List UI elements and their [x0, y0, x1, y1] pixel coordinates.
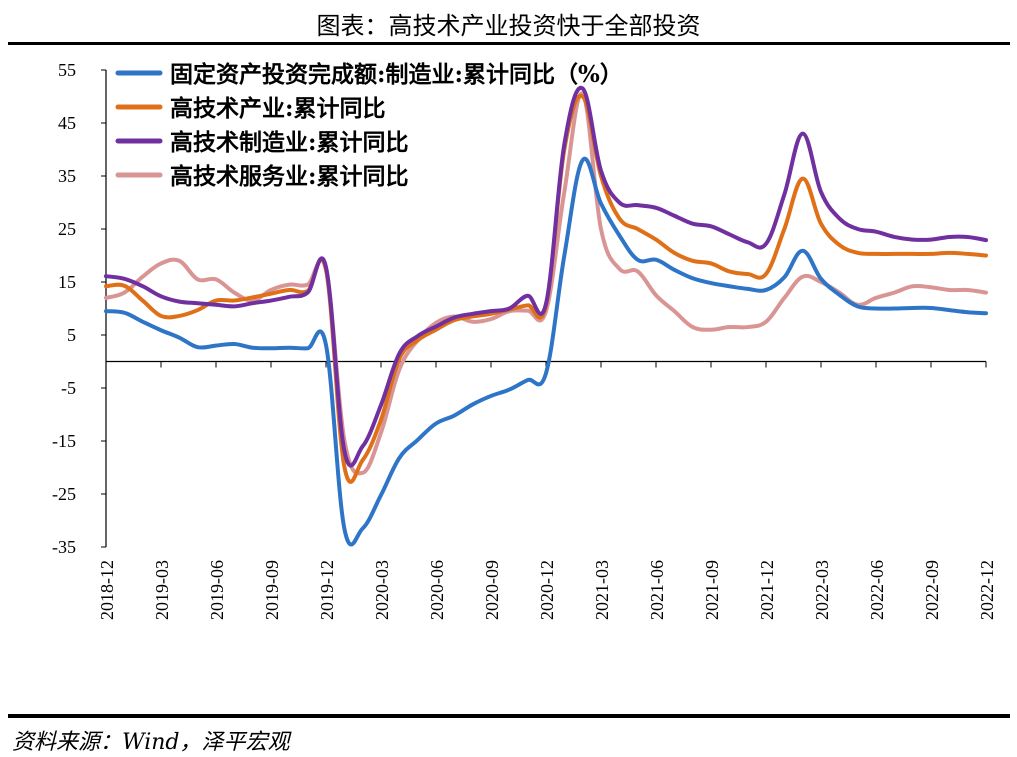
x-tick-label: 2021-06 [647, 560, 667, 620]
x-tick-label: 2019-09 [262, 560, 282, 620]
y-tick-label: 25 [58, 219, 76, 239]
x-tick-label: 2020-06 [427, 560, 447, 620]
y-tick-label: -35 [52, 537, 76, 557]
x-tick-label: 2020-03 [372, 560, 392, 620]
x-tick-label: 2019-12 [317, 560, 337, 620]
y-tick-label: -15 [52, 431, 76, 451]
plot-axes: 55 45 35 25 15 5 -5 -15 -25 -35 2018-12 2019-03 2019… [52, 60, 997, 620]
x-tick-label: 2021-03 [592, 560, 612, 620]
chart-title: 图表：高技术产业投资快于全部投资 [316, 12, 701, 40]
x-tick-label: 2021-09 [702, 560, 722, 620]
legend-label-0: 固定资产投资完成额:制造业:累计同比（%） [170, 61, 623, 88]
x-tick-label: 2019-03 [152, 560, 172, 620]
x-tick-label: 2022-03 [812, 560, 832, 620]
x-tick-label: 2020-09 [482, 560, 502, 620]
legend-label-1: 高技术产业:累计同比 [170, 95, 386, 122]
y-tick-label: -5 [61, 378, 76, 398]
plot-series [104, 85, 988, 547]
series-line-2 [104, 85, 988, 468]
x-tick-label: 2022-09 [922, 560, 942, 620]
x-tick-label: 2018-12 [97, 560, 117, 620]
legend: 固定资产投资完成额:制造业:累计同比（%） 高技术产业:累计同比高技术制造业:累计… [115, 61, 623, 190]
x-tick-label: 2022-06 [867, 560, 887, 620]
top-rule [8, 42, 1010, 45]
bottom-rule [8, 714, 1010, 718]
y-tick-label: 15 [58, 272, 76, 292]
x-tick-label: 2021-12 [757, 560, 777, 620]
y-tick-label: 35 [58, 166, 76, 186]
series-line-0 [104, 156, 988, 547]
x-tick-label: 2020-12 [537, 560, 557, 620]
y-tick-label: 55 [58, 60, 76, 80]
legend-label-2: 高技术制造业:累计同比 [170, 129, 409, 156]
y-tick-label: -25 [52, 484, 76, 504]
x-tick-label: 2022-12 [977, 560, 997, 620]
y-tick-label: 45 [58, 113, 76, 133]
x-tick-label: 2019-06 [207, 560, 227, 620]
legend-label-3: 高技术服务业:累计同比 [170, 163, 409, 190]
source-note: 资料来源：Wind，泽平宏观 [12, 730, 290, 755]
y-tick-label: 5 [67, 325, 76, 345]
